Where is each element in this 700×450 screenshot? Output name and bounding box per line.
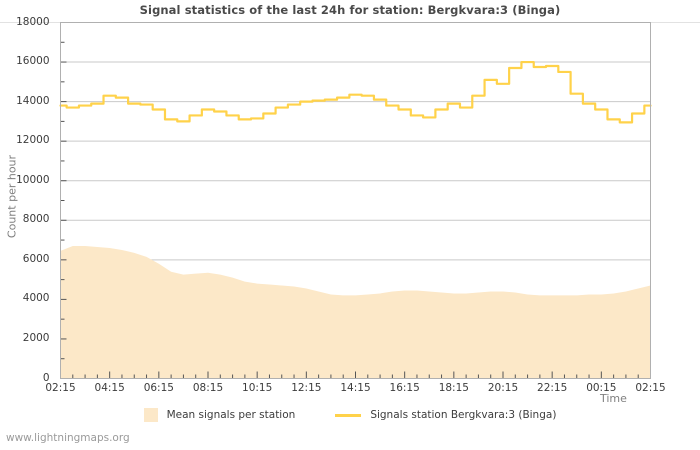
x-tick-label: 02:15	[45, 381, 76, 394]
y-tick-label: 0	[42, 371, 50, 384]
x-tick-label: 20:15	[487, 381, 519, 394]
x-tick-label: 08:15	[192, 381, 224, 394]
chart-legend: Mean signals per station Signals station…	[0, 408, 700, 422]
area-series-mean	[60, 245, 651, 379]
y-tick-label: 8000	[22, 213, 50, 226]
plot-frame-group	[60, 22, 651, 379]
y-tick-label: 14000	[16, 94, 50, 107]
x-tick-label: 22:15	[537, 381, 568, 394]
legend-item-mean[interactable]: Mean signals per station	[143, 408, 296, 422]
legend-area-swatch-icon	[143, 408, 158, 422]
x-tick-label: 02:15	[635, 381, 666, 394]
y-tick-label: 6000	[22, 252, 50, 265]
x-axis-title: Time	[600, 392, 627, 405]
x-tick-label: 12:15	[291, 381, 322, 394]
x-tick-label: 04:15	[94, 381, 125, 394]
legend-line-swatch-icon	[335, 413, 362, 417]
line-series-group	[59, 60, 652, 124]
ticks-group	[60, 22, 651, 379]
legend-label-station: Signals station Bergkvara:3 (Binga)	[370, 409, 557, 421]
x-tick-label: 16:15	[389, 381, 420, 394]
x-tick-label: 18:15	[438, 381, 469, 394]
line-series-station	[59, 60, 652, 124]
plot-frame	[60, 22, 651, 379]
y-tick-label: 18000	[16, 15, 50, 28]
source-attribution: www.lightningmaps.org	[6, 432, 130, 444]
area-series-group	[60, 245, 651, 379]
y-tick-label: 16000	[16, 55, 50, 68]
x-tick-label: 00:15	[586, 381, 617, 394]
legend-label-mean: Mean signals per station	[166, 409, 296, 421]
x-tick-label: 06:15	[143, 381, 174, 394]
chart-title: Signal statistics of the last 24h for st…	[139, 3, 561, 17]
y-tick-label: 2000	[22, 331, 50, 344]
x-tick-label: 10:15	[242, 381, 273, 394]
y-tick-label: 12000	[16, 134, 50, 147]
x-tick-label: 14:15	[340, 381, 371, 394]
legend-item-station[interactable]: Signals station Bergkvara:3 (Binga)	[335, 409, 556, 421]
y-tick-label: 10000	[16, 173, 50, 186]
y-tick-label: 4000	[22, 292, 50, 305]
